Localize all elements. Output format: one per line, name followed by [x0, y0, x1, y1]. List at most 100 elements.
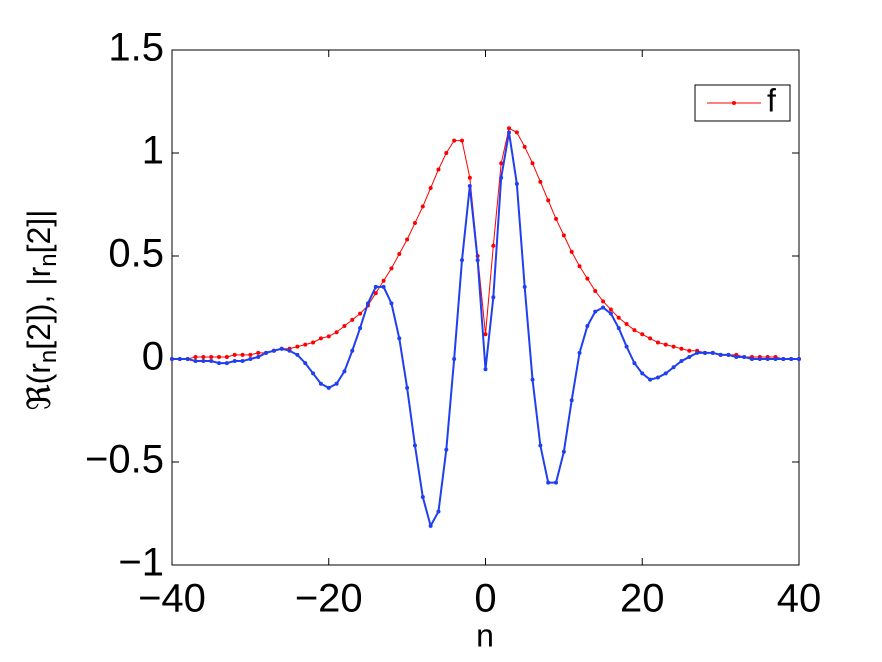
point — [757, 357, 762, 361]
point — [459, 258, 464, 263]
point — [577, 264, 582, 269]
point — [217, 361, 222, 366]
point — [389, 266, 394, 271]
point — [687, 354, 692, 359]
point — [444, 151, 449, 155]
point — [177, 357, 182, 361]
point — [412, 443, 417, 448]
point — [412, 221, 417, 226]
point — [420, 204, 425, 209]
point — [428, 186, 433, 191]
point — [334, 330, 339, 335]
point — [295, 352, 300, 357]
point — [507, 130, 512, 135]
point — [773, 357, 778, 361]
point — [530, 377, 535, 382]
point — [405, 237, 410, 242]
point — [632, 361, 637, 366]
point — [671, 365, 676, 370]
point — [530, 161, 535, 166]
point — [585, 276, 590, 281]
legend-marker — [732, 101, 736, 105]
point — [491, 243, 496, 248]
point — [240, 352, 245, 357]
point — [326, 334, 331, 339]
point — [467, 183, 472, 188]
point — [734, 354, 739, 359]
point — [318, 336, 323, 341]
y-tick-label: 1.5 — [108, 26, 164, 70]
point — [624, 344, 629, 349]
point — [507, 126, 512, 131]
point — [452, 357, 457, 361]
point — [726, 352, 731, 357]
point — [224, 354, 229, 359]
point — [648, 336, 653, 341]
point — [538, 443, 543, 448]
point — [350, 317, 355, 322]
x-tick-label: 40 — [777, 577, 822, 621]
y-label-part: [2]), |r — [21, 266, 57, 349]
point — [663, 342, 668, 347]
x-tick-label: −20 — [295, 577, 363, 621]
point — [334, 381, 339, 386]
point — [624, 321, 629, 326]
point — [295, 344, 300, 349]
point — [695, 350, 700, 355]
point — [569, 398, 574, 403]
point — [687, 348, 692, 353]
point — [358, 326, 363, 331]
point — [444, 447, 449, 452]
point — [373, 284, 378, 289]
point — [256, 354, 261, 359]
point — [546, 198, 551, 203]
point — [170, 357, 174, 361]
point — [209, 359, 214, 364]
point — [640, 371, 645, 376]
point — [561, 233, 566, 238]
point — [742, 354, 747, 359]
point — [546, 480, 551, 485]
point — [459, 138, 464, 143]
point — [648, 377, 653, 382]
point — [514, 181, 519, 186]
point — [475, 258, 480, 263]
point — [420, 495, 425, 500]
point — [640, 332, 645, 337]
y-label-subscript: n — [35, 253, 62, 266]
point — [248, 357, 253, 361]
point — [365, 301, 370, 306]
point — [264, 350, 269, 355]
point — [232, 352, 237, 357]
point — [232, 359, 237, 364]
point — [217, 354, 222, 359]
y-axis-label: ℜ(rn[2]), |rn[2]| — [21, 210, 62, 411]
point — [381, 278, 386, 283]
point — [616, 315, 621, 320]
point — [318, 381, 323, 386]
point — [522, 144, 527, 149]
point — [749, 357, 754, 361]
point — [397, 336, 402, 341]
point — [483, 367, 488, 372]
point — [428, 523, 433, 528]
point — [224, 361, 229, 366]
point — [797, 357, 801, 361]
point — [436, 509, 441, 514]
point — [303, 342, 308, 347]
point — [381, 284, 386, 289]
point — [577, 350, 582, 355]
x-tick-label: 0 — [474, 577, 496, 621]
point — [499, 161, 504, 166]
point — [710, 350, 715, 355]
point — [193, 359, 198, 364]
point — [765, 357, 770, 361]
y-tick-label: 0 — [142, 335, 164, 379]
y-label-part: [2]| — [21, 210, 57, 254]
point — [514, 130, 519, 135]
y-tick-label: 1 — [142, 129, 164, 173]
point — [405, 385, 410, 390]
point — [342, 369, 347, 374]
point — [608, 311, 613, 316]
